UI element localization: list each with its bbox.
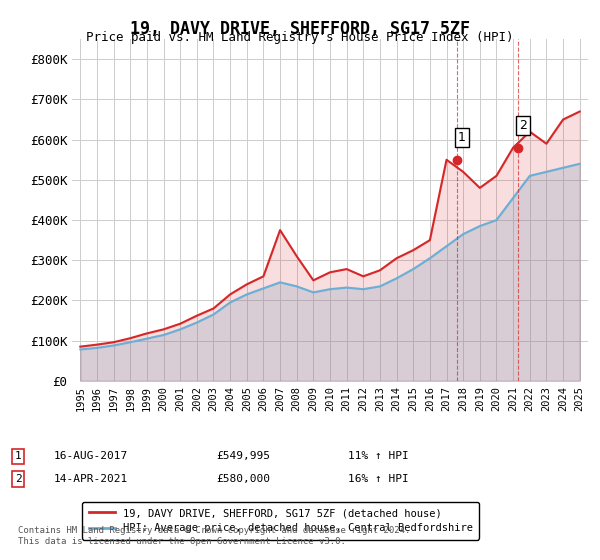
- Text: 11% ↑ HPI: 11% ↑ HPI: [348, 451, 409, 461]
- Legend: 19, DAVY DRIVE, SHEFFORD, SG17 5ZF (detached house), HPI: Average price, detache: 19, DAVY DRIVE, SHEFFORD, SG17 5ZF (deta…: [82, 502, 479, 539]
- Text: £549,995: £549,995: [216, 451, 270, 461]
- Text: 16% ↑ HPI: 16% ↑ HPI: [348, 474, 409, 484]
- Text: 19, DAVY DRIVE, SHEFFORD, SG17 5ZF: 19, DAVY DRIVE, SHEFFORD, SG17 5ZF: [130, 20, 470, 38]
- Text: Price paid vs. HM Land Registry's House Price Index (HPI): Price paid vs. HM Land Registry's House …: [86, 31, 514, 44]
- Text: 2: 2: [519, 119, 527, 132]
- Text: 1: 1: [458, 131, 466, 144]
- Text: 2: 2: [14, 474, 22, 484]
- Text: Contains HM Land Registry data © Crown copyright and database right 2024.
This d: Contains HM Land Registry data © Crown c…: [18, 526, 410, 546]
- Text: 14-APR-2021: 14-APR-2021: [54, 474, 128, 484]
- Text: £580,000: £580,000: [216, 474, 270, 484]
- Text: 1: 1: [14, 451, 22, 461]
- Text: 16-AUG-2017: 16-AUG-2017: [54, 451, 128, 461]
